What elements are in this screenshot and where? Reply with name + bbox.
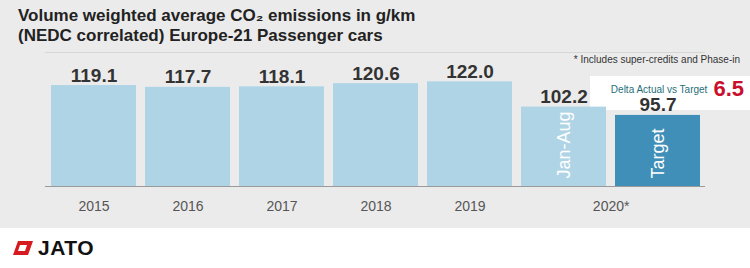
svg-text:2017: 2017 bbox=[266, 198, 297, 214]
html-text:Volume weighted average CO₂ em: Volume weighted average CO₂ emissions in… bbox=[18, 6, 416, 45]
svg-text:95.7: 95.7 bbox=[640, 94, 677, 115]
svg-text:Target: Target bbox=[648, 128, 668, 178]
html-text:6.5: 6.5 bbox=[713, 76, 744, 101]
svg-text:2019: 2019 bbox=[454, 198, 485, 214]
html-text:* Includes super-credits and P: * Includes super-credits and Phase-in bbox=[573, 54, 740, 65]
svg-text:2016: 2016 bbox=[172, 198, 203, 214]
svg-text:2015: 2015 bbox=[78, 198, 109, 214]
svg-text:117.7: 117.7 bbox=[165, 66, 212, 87]
svg-text:120.6: 120.6 bbox=[352, 63, 400, 84]
svg-text:102.2: 102.2 bbox=[540, 86, 588, 107]
svg-text:118.1: 118.1 bbox=[259, 66, 306, 87]
html-text:Delta Actual vs Target: Delta Actual vs Target bbox=[610, 83, 708, 95]
svg-text:Jan-Aug: Jan-Aug bbox=[554, 111, 574, 178]
svg-text:2020*: 2020* bbox=[593, 198, 630, 214]
html-text:JATO: JATO bbox=[38, 236, 95, 259]
svg-text:2018: 2018 bbox=[360, 198, 391, 214]
svg-text:119.1: 119.1 bbox=[71, 65, 118, 86]
svg-text:122.0: 122.0 bbox=[446, 61, 494, 82]
